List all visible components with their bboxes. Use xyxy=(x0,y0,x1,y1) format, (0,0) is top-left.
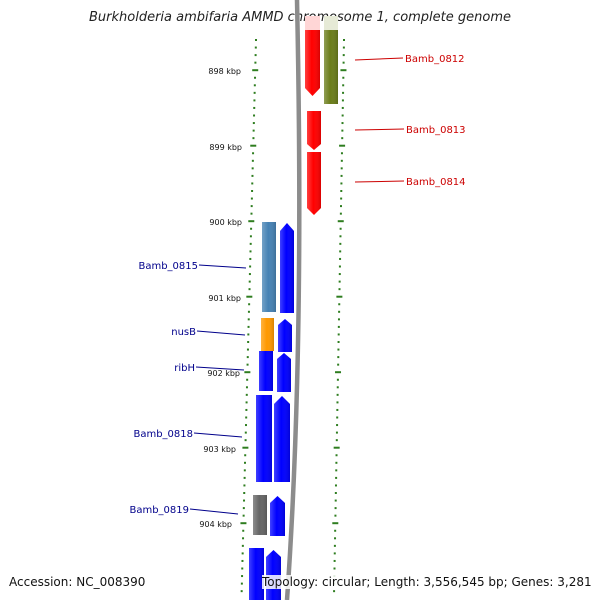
accession-label: Accession: xyxy=(9,575,73,589)
gene-feature-red-shade xyxy=(307,111,321,150)
scale-ticks-left xyxy=(240,39,259,593)
gene-feature-gray-shade xyxy=(253,495,267,535)
gene-feature-blue-shade xyxy=(249,548,264,600)
scale-label: 902 kbp xyxy=(207,369,240,378)
gene-feature-red-shade xyxy=(305,30,320,96)
scale-label: 899 kbp xyxy=(209,143,242,152)
gene-label[interactable]: ribH xyxy=(174,363,195,374)
gene-label-line xyxy=(195,366,245,371)
genome-backbone xyxy=(284,0,302,600)
gene-label[interactable]: nusB xyxy=(171,327,196,338)
gene-arrow-blue-shade xyxy=(280,223,294,313)
gene-labels: Bamb_0812 Bamb_0813 Bamb_0814 Bamb_0815 nusB… xyxy=(129,54,465,516)
gene-arrow-blue-shade xyxy=(277,353,291,392)
gene-label-line xyxy=(354,180,405,183)
gene-label-line xyxy=(193,432,243,438)
gene-label[interactable]: Bamb_0818 xyxy=(133,429,193,440)
gene-feature-blue-shade xyxy=(259,351,273,391)
gene-feature-olive-top xyxy=(324,16,338,30)
gene-label[interactable]: Bamb_0813 xyxy=(406,125,466,136)
gene-feature-olive-shade xyxy=(324,30,338,104)
genes-count-text: Genes: 3,281 xyxy=(504,575,592,589)
topology-text: Topology: circular xyxy=(262,575,367,589)
gene-label-line xyxy=(354,57,404,61)
scale-label: 904 kbp xyxy=(199,520,232,529)
gene-label[interactable]: Bamb_0819 xyxy=(129,505,189,516)
gene-feature-red-top xyxy=(305,16,320,30)
scale-label: 901 kbp xyxy=(208,294,241,303)
gene-feature-orange-shade xyxy=(261,318,274,351)
gene-label-line xyxy=(198,264,247,269)
scale-labels: 898 kbp 899 kbp 900 kbp 901 kbp 902 kbp 903 k… xyxy=(199,67,242,529)
gene-feature-blue-shade xyxy=(256,395,272,482)
accession-value: NC_008390 xyxy=(76,575,146,589)
scale-label: 900 kbp xyxy=(209,218,242,227)
gene-label-line xyxy=(354,128,405,131)
accession-text: Accession: NC_008390 xyxy=(9,575,145,589)
gene-label[interactable]: Bamb_0815 xyxy=(138,261,198,272)
gene-feature-red-shade xyxy=(307,152,321,215)
gene-label-line xyxy=(189,508,239,515)
gene-arrow-blue-shade xyxy=(278,319,292,352)
genome-stats: Topology: circularLength: 3,556,545 bpGe… xyxy=(262,575,592,589)
map-title: Burkholderia ambifaria AMMD chromosome 1… xyxy=(88,10,512,25)
gene-features xyxy=(249,16,338,600)
scale-label: 898 kbp xyxy=(208,67,241,76)
gene-label[interactable]: Bamb_0812 xyxy=(405,54,465,65)
scale-label: 903 kbp xyxy=(203,445,236,454)
gene-arrow-blue-shade xyxy=(274,396,290,482)
gene-arrow-blue-shade xyxy=(270,496,285,536)
gene-label-line xyxy=(196,330,246,336)
length-text: Length: 3,556,545 bp xyxy=(366,575,503,589)
scale-ticks-right xyxy=(332,39,347,593)
gene-feature-steel-shade xyxy=(262,222,276,312)
gene-label[interactable]: Bamb_0814 xyxy=(406,177,466,188)
